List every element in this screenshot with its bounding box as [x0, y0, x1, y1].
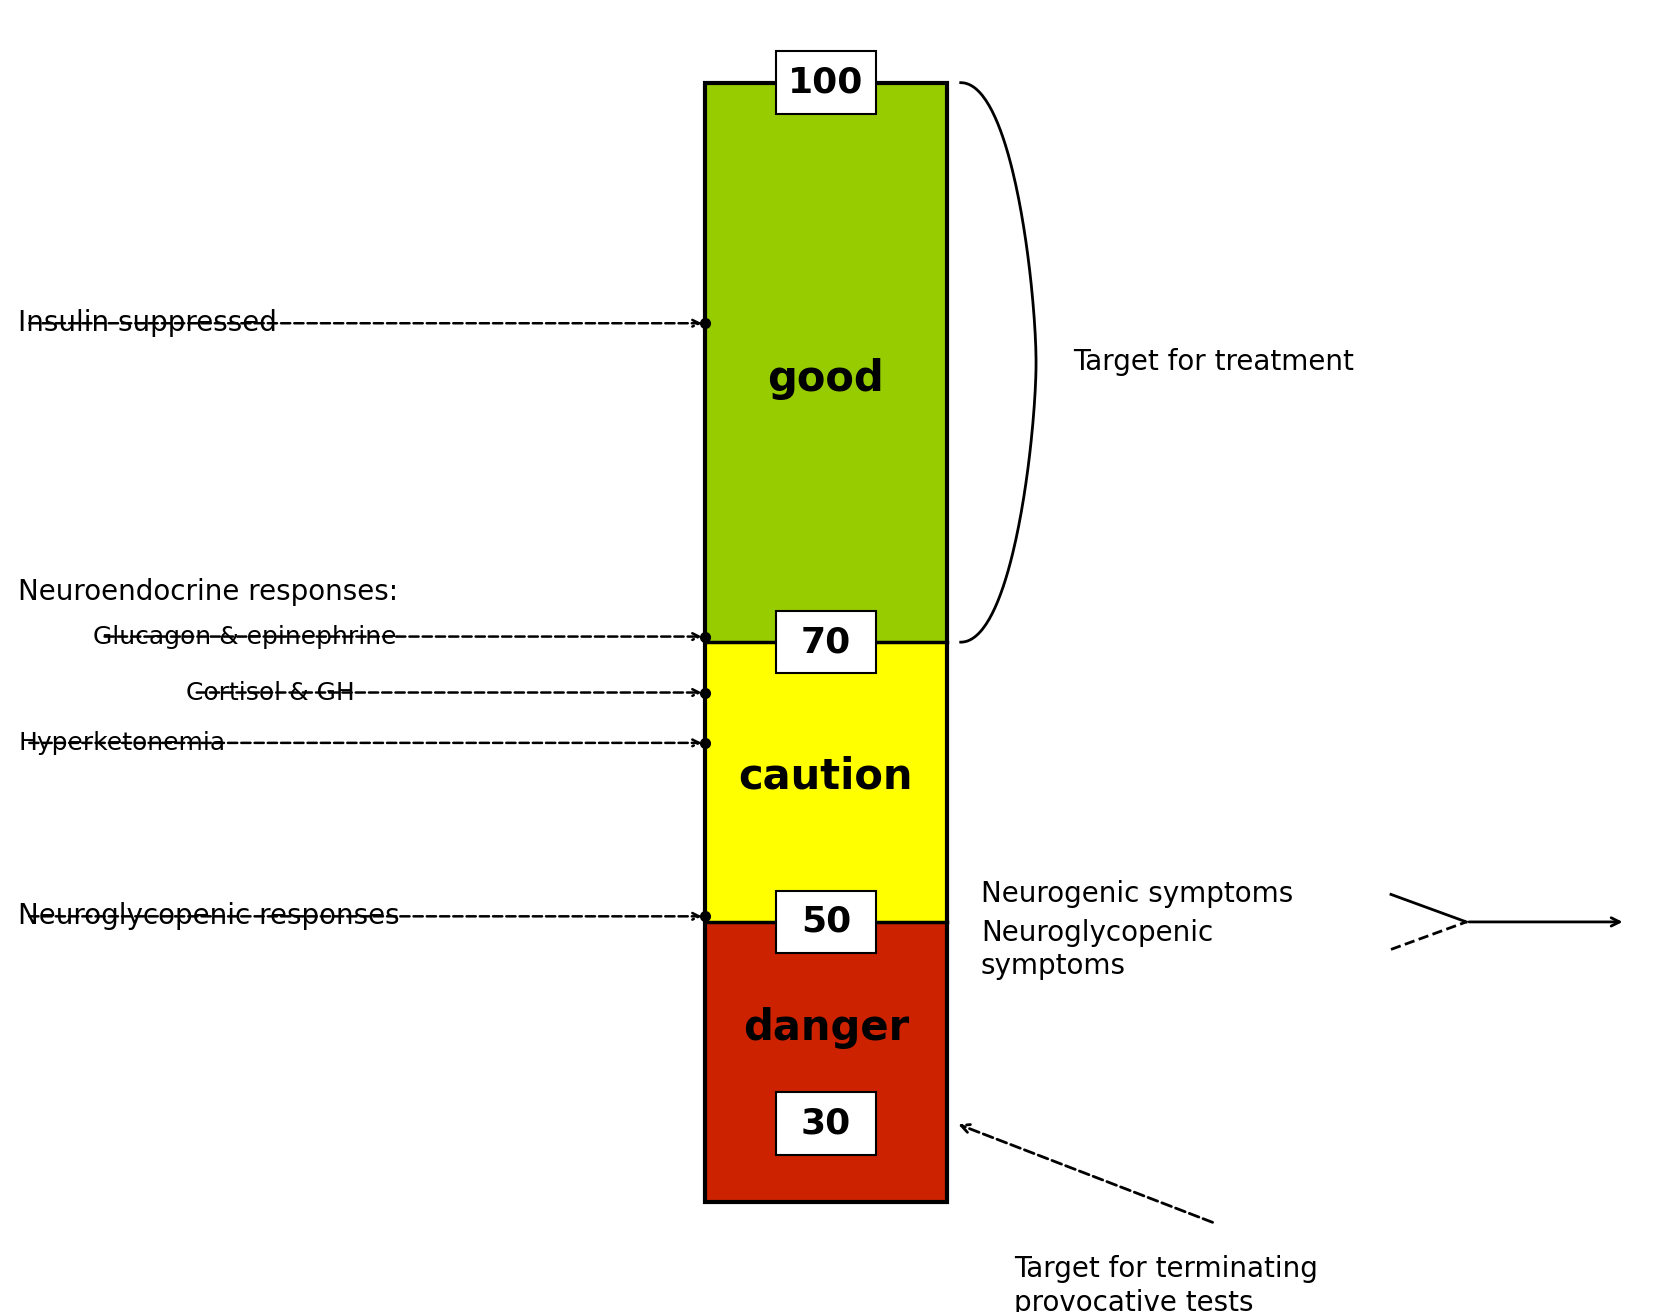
- Text: Insulin suppressed: Insulin suppressed: [18, 310, 277, 337]
- Bar: [776, 1092, 875, 1155]
- Bar: [776, 51, 875, 114]
- Text: Neuroglycopenic
symptoms: Neuroglycopenic symptoms: [981, 920, 1212, 980]
- Bar: [776, 891, 875, 954]
- Bar: [776, 611, 875, 673]
- Text: 70: 70: [802, 625, 850, 659]
- Text: Neuroendocrine responses:: Neuroendocrine responses:: [18, 577, 397, 606]
- Text: 100: 100: [788, 66, 864, 100]
- Text: Neurogenic symptoms: Neurogenic symptoms: [981, 880, 1293, 908]
- Text: Neuroglycopenic responses: Neuroglycopenic responses: [18, 903, 399, 930]
- Text: danger: danger: [743, 1008, 909, 1050]
- Bar: [704, 83, 948, 642]
- Text: Target for terminating
provocative tests: Target for terminating provocative tests: [1015, 1254, 1318, 1312]
- Bar: [704, 83, 948, 1202]
- Bar: [704, 642, 948, 922]
- Text: Glucagon & epinephrine: Glucagon & epinephrine: [94, 625, 397, 648]
- Bar: [704, 922, 948, 1202]
- Text: Target for treatment: Target for treatment: [1073, 349, 1353, 377]
- Text: 50: 50: [802, 905, 850, 939]
- Text: caution: caution: [738, 756, 914, 798]
- Text: Cortisol & GH: Cortisol & GH: [186, 681, 354, 705]
- Text: good: good: [768, 358, 884, 400]
- Text: 30: 30: [802, 1106, 850, 1140]
- Text: Hyperketonemia: Hyperketonemia: [18, 731, 225, 754]
